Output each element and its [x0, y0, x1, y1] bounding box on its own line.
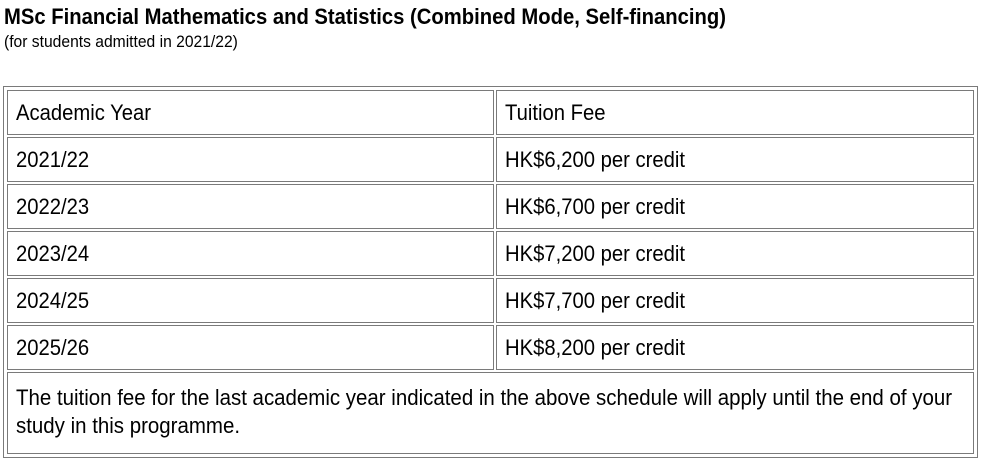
tuition-note: The tuition fee for the last academic ye…	[7, 372, 974, 454]
fee-cell: HK$7,200 per credit	[496, 231, 974, 276]
table-row: 2023/24 HK$7,200 per credit	[7, 231, 974, 276]
page-title: MSc Financial Mathematics and Statistics…	[4, 4, 726, 29]
table-row: 2024/25 HK$7,700 per credit	[7, 278, 974, 323]
year-cell: 2022/23	[7, 184, 494, 229]
header-academic-year: Academic Year	[7, 90, 494, 135]
table-header-row: Academic Year Tuition Fee	[7, 90, 974, 135]
year-cell: 2025/26	[7, 325, 494, 370]
fee-cell: HK$8,200 per credit	[496, 325, 974, 370]
year-cell: 2023/24	[7, 231, 494, 276]
table-row: 2021/22 HK$6,200 per credit	[7, 137, 974, 182]
year-cell: 2024/25	[7, 278, 494, 323]
page-subtitle: (for students admitted in 2021/22)	[4, 32, 238, 51]
table-row: 2022/23 HK$6,700 per credit	[7, 184, 974, 229]
fee-cell: HK$6,700 per credit	[496, 184, 974, 229]
header-tuition-fee: Tuition Fee	[496, 90, 974, 135]
tuition-fee-table: Academic Year Tuition Fee 2021/22 HK$6,2…	[3, 86, 978, 458]
year-cell: 2021/22	[7, 137, 494, 182]
table-note-row: The tuition fee for the last academic ye…	[7, 372, 974, 454]
table-row: 2025/26 HK$8,200 per credit	[7, 325, 974, 370]
fee-cell: HK$7,700 per credit	[496, 278, 974, 323]
fee-cell: HK$6,200 per credit	[496, 137, 974, 182]
